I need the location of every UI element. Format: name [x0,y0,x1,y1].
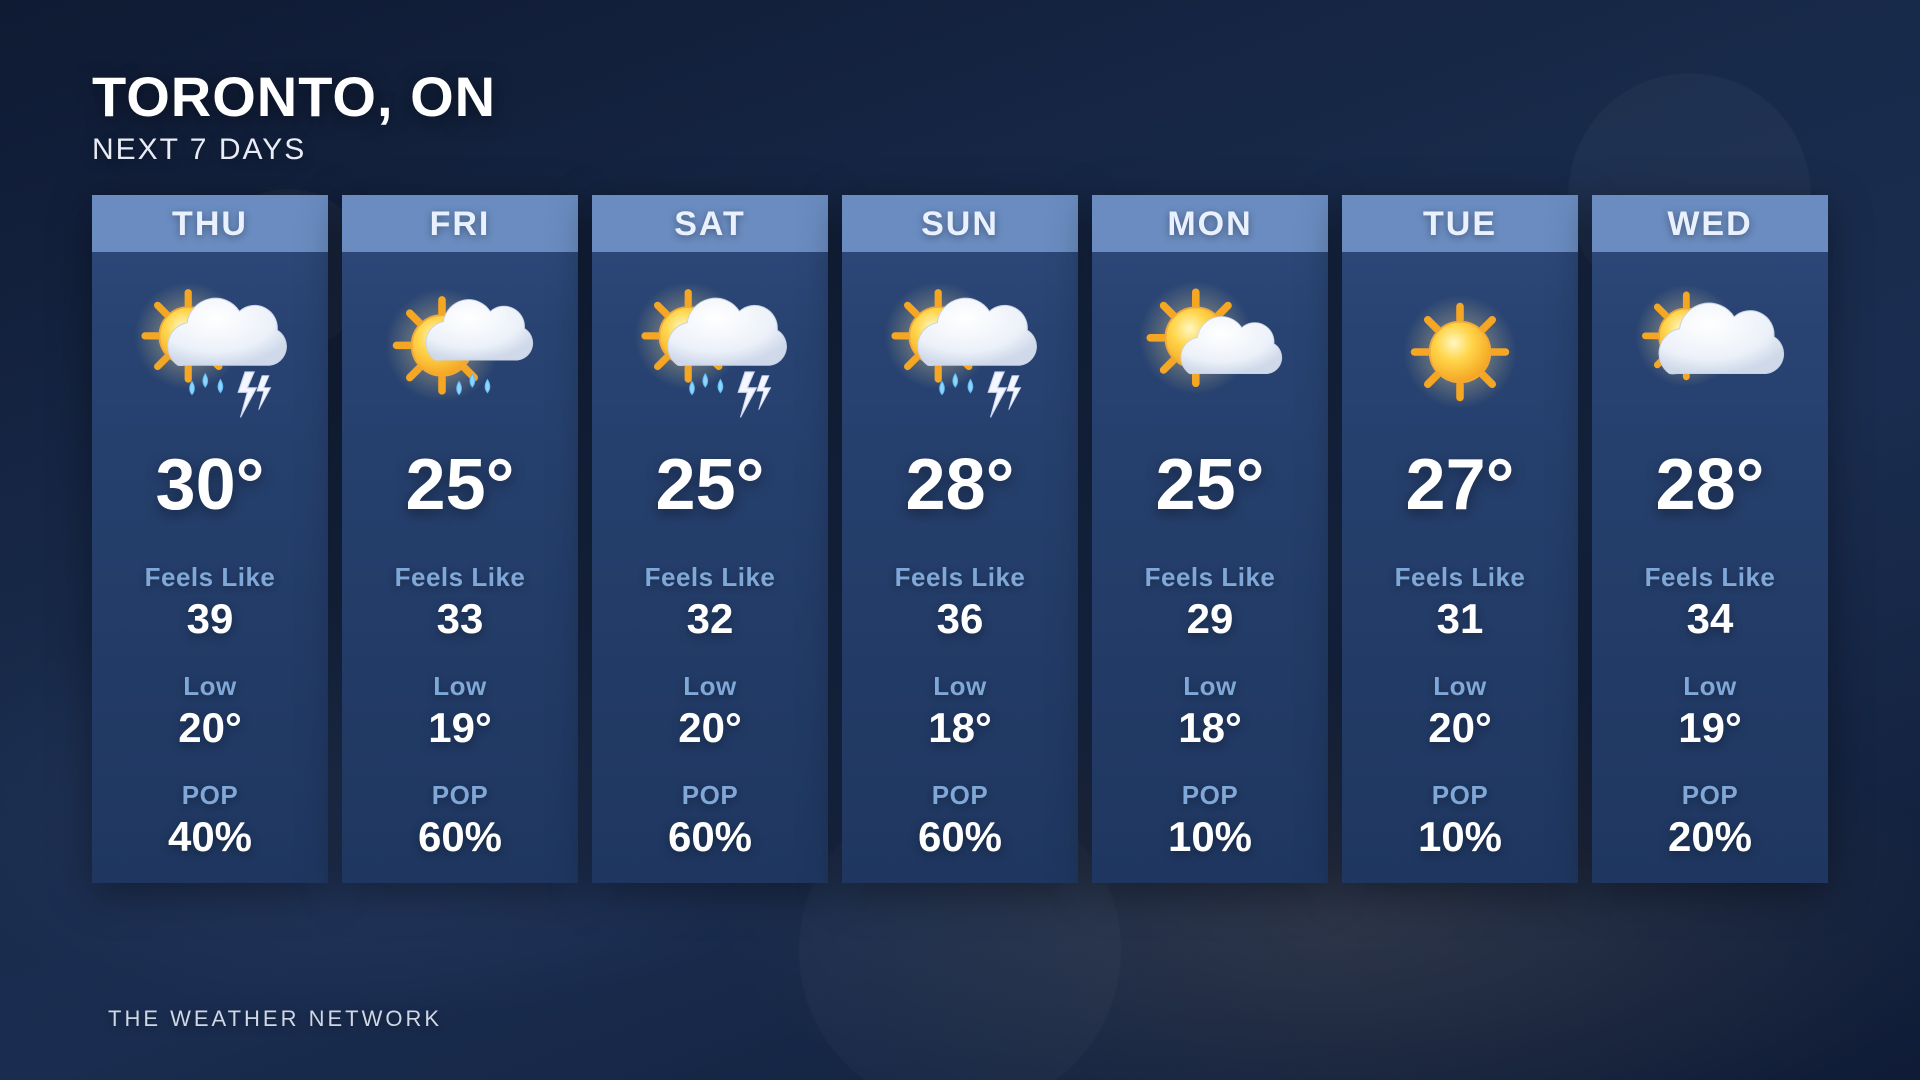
pop-label: POP [1682,780,1738,811]
pop-label: POP [932,780,988,811]
low-label: Low [1183,671,1237,702]
feels-like-label: Feels Like [1395,562,1526,593]
day-card: THU 30° Feels Like 39 Low 20° POP 40% [92,195,328,883]
pop-label: POP [1182,780,1238,811]
low-temp: 19° [428,704,492,752]
low-temp: 20° [678,704,742,752]
brand-label: THE WEATHER NETWORK [108,1006,442,1032]
feels-like-label: Feels Like [1645,562,1776,593]
low-temp: 20° [1428,704,1492,752]
pop-value: 20% [1668,813,1752,861]
day-of-week: THU [92,195,328,252]
low-temp: 18° [928,704,992,752]
day-of-week: SUN [842,195,1078,252]
low-label: Low [933,671,987,702]
feels-like-value: 31 [1437,595,1484,643]
day-card: MON 25° Feels Like 29 Low 18° POP 10% [1092,195,1328,883]
day-of-week: MON [1092,195,1328,252]
storm-icon [592,252,828,452]
day-card: WED 28° Feels Like 34 Low 19° POP 20% [1592,195,1828,883]
pop-value: 60% [918,813,1002,861]
pop-value: 60% [668,813,752,861]
storm-icon [92,252,328,452]
pop-value: 40% [168,813,252,861]
range-subtitle: NEXT 7 DAYS [92,133,1828,167]
high-temp: 25° [1156,444,1265,526]
low-temp: 18° [1178,704,1242,752]
sun-showers-icon [342,252,578,452]
day-card: TUE 27° Feels Like 31 Low 20° POP 10% [1342,195,1578,883]
feels-like-label: Feels Like [395,562,526,593]
feels-like-value: 32 [687,595,734,643]
pop-value: 60% [418,813,502,861]
high-temp: 30° [156,444,265,526]
pop-label: POP [182,780,238,811]
feels-like-value: 36 [937,595,984,643]
day-card: SUN 28° Feels Like 36 Low 18° POP 60% [842,195,1078,883]
feels-like-label: Feels Like [1145,562,1276,593]
location-title: TORONTO, ON [92,64,1828,129]
pop-value: 10% [1168,813,1252,861]
low-label: Low [1683,671,1737,702]
high-temp: 25° [656,444,765,526]
feels-like-value: 34 [1687,595,1734,643]
high-temp: 28° [906,444,1015,526]
weather-panel: TORONTO, ON NEXT 7 DAYS THU 30° Feels Li… [0,0,1920,1080]
day-card: SAT 25° Feels Like 32 Low 20° POP 60% [592,195,828,883]
low-label: Low [183,671,237,702]
heading: TORONTO, ON NEXT 7 DAYS [92,64,1828,167]
sunny-icon [1342,252,1578,452]
day-of-week: WED [1592,195,1828,252]
storm-icon [842,252,1078,452]
low-label: Low [433,671,487,702]
pop-label: POP [682,780,738,811]
low-temp: 19° [1678,704,1742,752]
day-of-week: SAT [592,195,828,252]
feels-like-label: Feels Like [145,562,276,593]
low-label: Low [683,671,737,702]
pop-label: POP [1432,780,1488,811]
day-of-week: FRI [342,195,578,252]
days-row: THU 30° Feels Like 39 Low 20° POP 40% FR… [92,195,1828,883]
day-card: FRI 25° Feels Like 33 Low 19° POP 60% [342,195,578,883]
feels-like-label: Feels Like [645,562,776,593]
partly-cloudy-icon [1092,252,1328,452]
high-temp: 28° [1656,444,1765,526]
feels-like-value: 39 [187,595,234,643]
low-temp: 20° [178,704,242,752]
high-temp: 25° [406,444,515,526]
day-of-week: TUE [1342,195,1578,252]
pop-value: 10% [1418,813,1502,861]
feels-like-value: 33 [437,595,484,643]
mostly-cloudy-icon [1592,252,1828,452]
feels-like-label: Feels Like [895,562,1026,593]
low-label: Low [1433,671,1487,702]
pop-label: POP [432,780,488,811]
feels-like-value: 29 [1187,595,1234,643]
high-temp: 27° [1406,444,1515,526]
